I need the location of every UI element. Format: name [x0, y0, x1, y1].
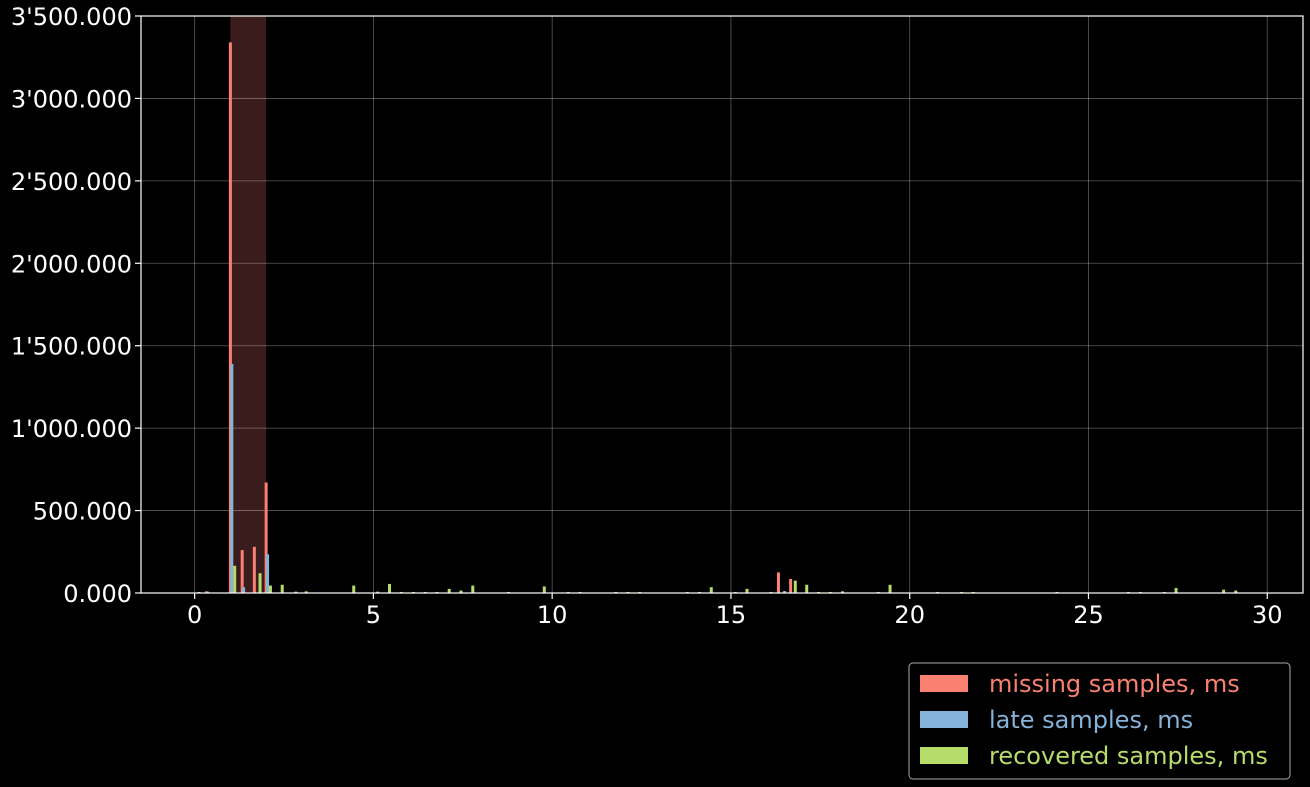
bar-series-2 — [793, 580, 797, 593]
plot-area: 0 5 10 15 20 25 30 0.000 500.000 1'000.000 1'500.0… — [11, 3, 1304, 629]
legend-swatch — [920, 675, 968, 692]
legend-box — [908, 662, 1291, 780]
x-tick-label: 5 — [366, 601, 381, 629]
legend-swatch — [920, 747, 968, 764]
axes-frame — [140, 15, 1304, 594]
y-tick-label: 0.000 — [63, 580, 132, 608]
y-tick-label: 500.000 — [33, 498, 132, 526]
bar-series-2 — [709, 587, 713, 593]
x-tick-label: 15 — [716, 601, 747, 629]
x-tick-label: 20 — [894, 601, 925, 629]
x-tick-label: 25 — [1073, 601, 1104, 629]
y-tick-label: 3'000.000 — [11, 85, 132, 113]
bar-series-2 — [447, 588, 451, 593]
y-tick-label: 1'500.000 — [11, 333, 132, 361]
bar-series-2 — [352, 585, 356, 593]
bar-series-0 — [228, 42, 232, 594]
y-tick-label: 1'000.000 — [11, 415, 132, 443]
bar-series-2 — [258, 573, 262, 593]
x-tick-label: 10 — [537, 601, 568, 629]
bar-series-0 — [240, 550, 244, 593]
legend-label: missing samples, ms — [989, 670, 1240, 698]
bar-series-2 — [459, 590, 463, 593]
bar-series-0 — [789, 578, 793, 593]
legend-label: late samples, ms — [989, 706, 1193, 734]
bar-series-2 — [1234, 590, 1238, 593]
bar-series-0 — [776, 572, 780, 593]
bar-series-2 — [268, 585, 272, 593]
bar-series-0 — [264, 482, 268, 593]
bar-series-0 — [252, 546, 256, 593]
x-tick-label: 0 — [187, 601, 202, 629]
bar-series-2 — [888, 584, 892, 593]
bar-series-2 — [304, 591, 308, 593]
bar-series-2 — [1174, 588, 1178, 593]
bar-series-2 — [471, 585, 475, 593]
bar-series-2 — [233, 565, 237, 593]
legend-swatch — [920, 711, 968, 728]
bar-series-2 — [840, 591, 844, 593]
bar-series-1 — [230, 363, 234, 593]
bar-series-2 — [280, 584, 284, 593]
x-tick-label: 30 — [1252, 601, 1283, 629]
legend-label: recovered samples, ms — [989, 742, 1268, 770]
bar-series-2 — [387, 583, 391, 593]
y-tick-label: 2'500.000 — [11, 168, 132, 196]
bar-series-2 — [745, 588, 749, 593]
y-tick-label: 2'000.000 — [11, 250, 132, 278]
bar-series-2 — [1222, 589, 1226, 593]
bar-series-2 — [376, 591, 380, 593]
y-tick-label: 3'500.000 — [11, 3, 132, 31]
highlight-band — [230, 16, 267, 593]
bar-series-2 — [805, 584, 809, 593]
bar-series-1 — [783, 591, 787, 593]
bar-series-1 — [266, 554, 270, 593]
legend: missing samples, ms late samples, ms recov… — [908, 662, 1291, 780]
bar-series-2 — [294, 591, 298, 593]
bar-series-2 — [542, 586, 546, 593]
bar-series-1 — [242, 587, 246, 593]
bar-series-1 — [206, 591, 210, 593]
